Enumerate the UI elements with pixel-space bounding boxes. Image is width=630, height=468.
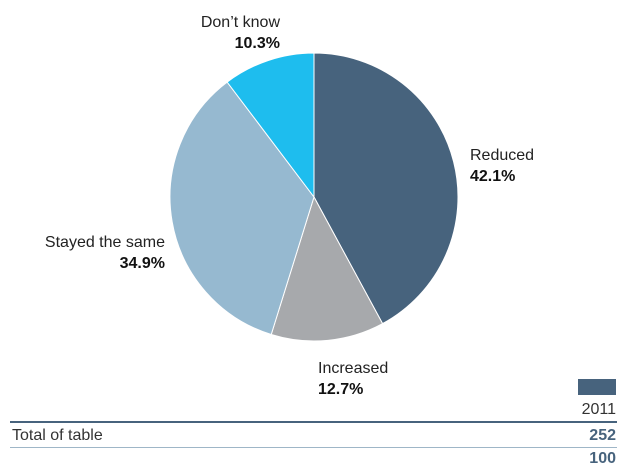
slice-value-increased: 12.7%	[318, 381, 363, 398]
pie-slice-don-t-know	[226, 52, 315, 199]
slice-label-reduced: Reduced	[470, 147, 534, 164]
slice-label-increased: Increased	[318, 360, 388, 377]
pie-slice-reduced	[313, 52, 459, 325]
total-percent-value: 100	[589, 450, 616, 467]
slice-label-stayed-the-same: Stayed the same	[45, 234, 165, 251]
legend-swatch-2011	[578, 379, 616, 395]
slice-value-stayed-the-same: 34.9%	[120, 255, 165, 272]
total-row-label: Total of table	[12, 427, 103, 444]
legend-label-2011: 2011	[581, 401, 616, 418]
slice-label-don-t-know: Don’t know	[201, 14, 281, 31]
table-bottom-rule	[10, 447, 617, 448]
pie-slice-increased	[270, 195, 384, 342]
total-count-value: 252	[589, 427, 616, 444]
pie-slice-stayed-the-same	[169, 81, 315, 336]
pie-chart: Reduced 42.1% Increased 12.7% Stayed the sam…	[45, 14, 534, 398]
slice-value-reduced: 42.1%	[470, 168, 515, 185]
slice-value-don-t-know: 10.3%	[235, 35, 280, 52]
table-top-rule	[10, 421, 617, 423]
